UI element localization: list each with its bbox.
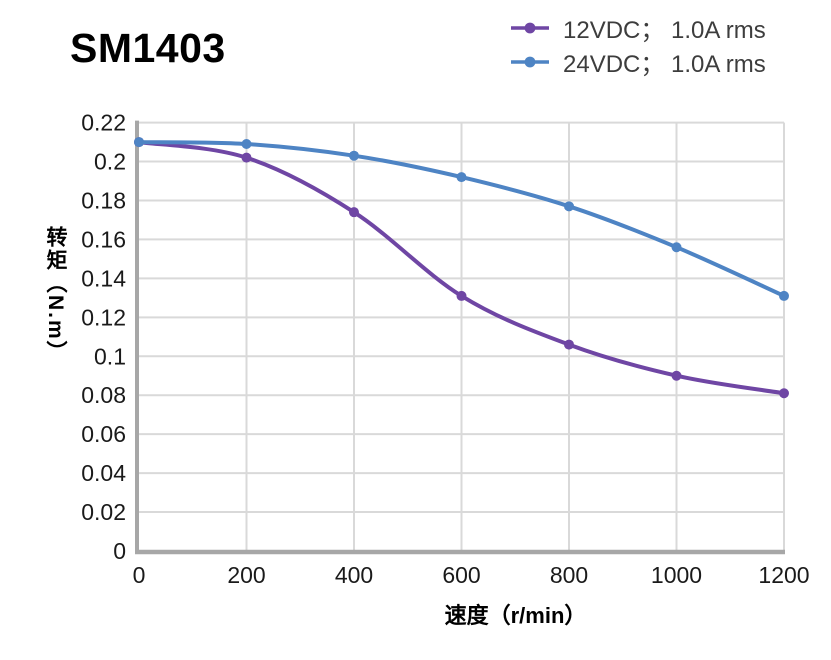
legend-label-12vdc: 12VDC； 1.0A rms: [563, 17, 766, 44]
y-tick-label: 0.16: [81, 226, 126, 252]
y-tick-label: 0.08: [81, 382, 126, 408]
series-12vdc-1-0a-rms-point: [456, 290, 467, 301]
y-tick-label: 0.1: [94, 343, 126, 369]
series-12vdc-1-0a-rms-point: [671, 370, 682, 381]
line-dot-marker-icon: [511, 22, 549, 33]
y-tick-label: 0.04: [81, 460, 126, 486]
legend-item-24vdc: 24VDC； 1.0A rms: [510, 47, 766, 78]
series-24vdc-1-0a-rms-point: [349, 150, 359, 161]
page-title: SM1403: [70, 25, 226, 71]
x-tick-label: 1200: [758, 562, 809, 588]
y-axis-title: 转矩（N.m）: [44, 226, 67, 364]
y-tick-label: 0.12: [81, 304, 126, 330]
x-tick-label: 800: [550, 562, 588, 588]
series-24vdc-1-0a-rms-point: [456, 172, 467, 183]
y-tick-label: 0.06: [81, 421, 126, 447]
series-12vdc-1-0a-rms-point: [349, 207, 359, 218]
x-tick-label: 1000: [651, 562, 702, 588]
x-tick-label: 200: [227, 562, 265, 588]
x-axis-title: 速度（r/min）: [444, 603, 587, 628]
series-24vdc-1-0a-rms-point: [671, 242, 682, 253]
legend-item-12vdc: 12VDC； 1.0A rms: [510, 13, 766, 44]
series-24vdc-1-0a-rms-point: [564, 201, 574, 212]
series-12vdc-1-0a-rms-point: [241, 152, 252, 163]
series-24vdc-1-0a-rms-point: [134, 137, 144, 148]
line-dot-marker-icon: [511, 56, 549, 67]
y-tick-label: 0: [113, 538, 126, 564]
y-tick-label: 0.2: [94, 149, 126, 175]
y-tick-label: 0.14: [81, 265, 126, 291]
y-tick-label: 0.02: [81, 499, 126, 525]
series-12vdc-1-0a-rms-point: [564, 339, 574, 350]
legend: 12VDC； 1.0A rms 24VDC； 1.0A rms: [510, 13, 766, 78]
series-24vdc-1-0a-rms-point: [241, 139, 252, 150]
series-12vdc-1-0a-rms-point: [779, 388, 789, 399]
y-tick-label: 0.22: [81, 110, 126, 136]
x-tick-label: 0: [133, 562, 146, 588]
legend-label-24vdc: 24VDC； 1.0A rms: [563, 51, 766, 78]
series-24vdc-1-0a-rms-point: [779, 290, 789, 301]
x-tick-label: 600: [442, 562, 480, 588]
x-tick-label: 400: [335, 562, 373, 588]
y-tick-label: 0.18: [81, 187, 126, 213]
